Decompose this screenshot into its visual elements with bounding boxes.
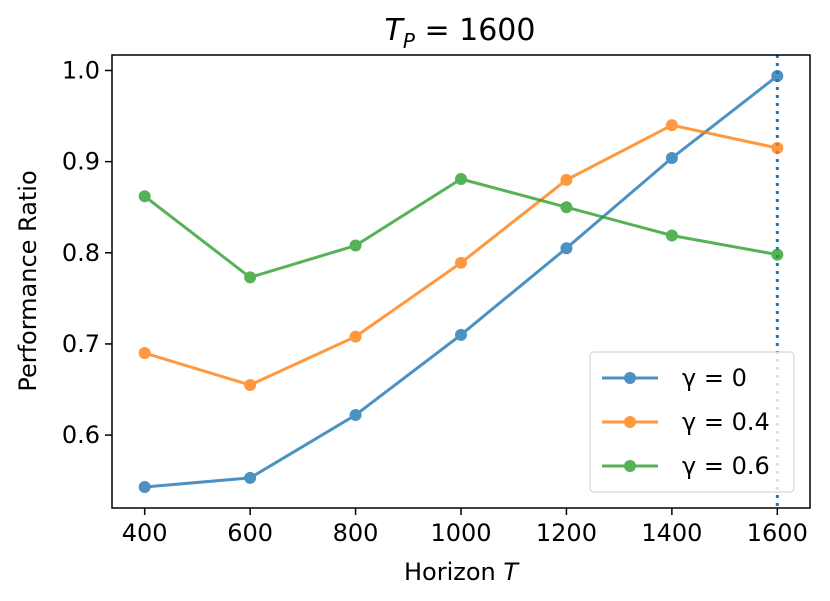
data-point xyxy=(244,378,257,391)
x-tick-label: 1600 xyxy=(747,519,808,547)
x-tick-label: 1000 xyxy=(430,519,491,547)
data-point xyxy=(560,242,573,255)
data-point xyxy=(244,271,257,284)
y-tick-label: 0.7 xyxy=(62,330,100,358)
series-0 xyxy=(138,69,784,494)
data-point xyxy=(244,471,257,484)
legend-label: γ = 0.6 xyxy=(682,452,770,480)
legend-marker xyxy=(624,460,636,472)
y-axis: 0.6 0.7 0.8 0.9 1.0 xyxy=(62,56,112,449)
data-point xyxy=(349,330,362,343)
chart-title: TP = 1600 xyxy=(385,13,536,53)
x-axis-label-text: Horizon xyxy=(404,558,503,586)
data-point xyxy=(138,481,151,494)
series-2 xyxy=(138,172,784,284)
x-axis-label-var: T xyxy=(503,558,520,586)
y-axis-label: Performance Ratio xyxy=(14,170,42,391)
legend-box xyxy=(589,351,795,493)
data-point xyxy=(349,409,362,422)
data-point xyxy=(771,141,784,154)
y-tick-label: 1.0 xyxy=(62,56,100,84)
x-tick-label: 600 xyxy=(227,519,273,547)
legend-entry xyxy=(602,372,658,384)
x-tick-label: 1200 xyxy=(536,519,597,547)
chart-title-sub: P xyxy=(403,29,416,53)
y-tick-label: 0.8 xyxy=(62,239,100,267)
series-1 xyxy=(138,119,784,391)
data-point xyxy=(771,69,784,82)
legend-marker xyxy=(624,372,636,384)
legend-marker xyxy=(624,416,636,428)
x-tick-label: 800 xyxy=(333,519,379,547)
legend-label: γ = 0 xyxy=(682,364,747,392)
legend: γ = 0 γ = 0.4 γ = 0.6 xyxy=(589,351,795,493)
series-line xyxy=(144,123,778,387)
data-point xyxy=(665,151,678,164)
data-point xyxy=(138,190,151,203)
x-axis: 400 600 800 1000 1200 1400 1600 xyxy=(122,508,808,547)
data-point xyxy=(560,173,573,186)
x-axis-label: Horizon T xyxy=(404,558,520,586)
data-point xyxy=(771,248,784,261)
legend-label: γ = 0.4 xyxy=(682,408,770,436)
y-tick-label: 0.6 xyxy=(62,421,100,449)
chart-title-var: T xyxy=(385,13,406,48)
data-point xyxy=(665,119,678,132)
data-point xyxy=(665,229,678,242)
y-tick-label: 0.9 xyxy=(62,148,100,176)
data-point xyxy=(455,256,467,269)
data-point xyxy=(138,347,151,360)
chart-title-rest: = 1600 xyxy=(415,13,536,48)
data-point xyxy=(560,201,573,214)
legend-entry xyxy=(602,460,658,472)
x-tick-label: 400 xyxy=(122,519,168,547)
legend-entry xyxy=(602,416,658,428)
data-point xyxy=(455,172,467,185)
data-point xyxy=(455,328,467,341)
data-point xyxy=(349,239,362,252)
x-tick-label: 1400 xyxy=(641,519,702,547)
